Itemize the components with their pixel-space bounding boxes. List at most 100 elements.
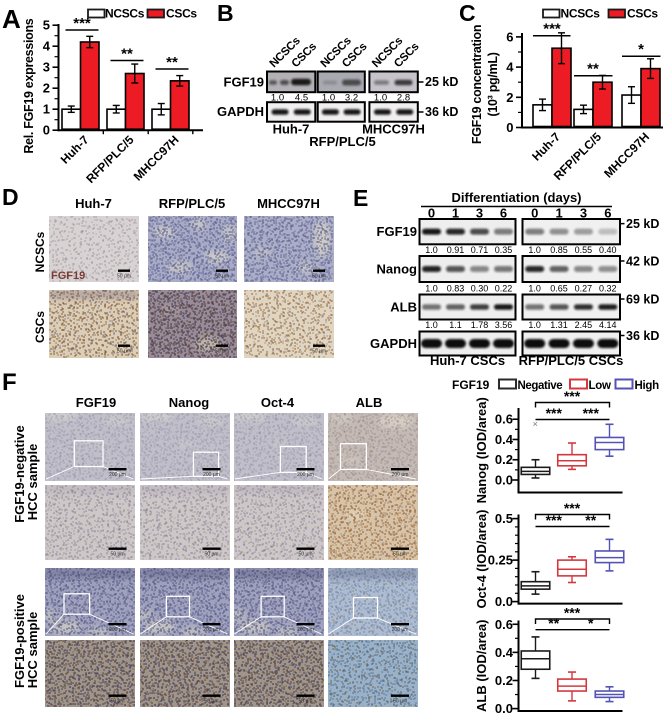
svg-text:***: *** [546, 512, 563, 528]
svg-text:0.85: 0.85 [550, 245, 568, 255]
svg-text:MHCC97H: MHCC97H [362, 122, 425, 137]
svg-text:Low: Low [589, 380, 611, 392]
svg-text:50 µm: 50 µm [312, 274, 326, 280]
svg-text:50 µm: 50 µm [111, 552, 125, 558]
svg-text:1.78: 1.78 [471, 320, 489, 330]
svg-text:50 µm: 50 µm [117, 274, 131, 280]
svg-text:(10³ pg/mL): (10³ pg/mL) [486, 52, 500, 116]
svg-text:200 µm: 200 µm [392, 472, 409, 478]
svg-text:1: 1 [452, 206, 459, 221]
svg-text:2.8: 2.8 [397, 93, 410, 104]
svg-text:50 µm: 50 µm [299, 552, 313, 558]
svg-text:1.0: 1.0 [425, 245, 438, 255]
svg-text:200 µm: 200 µm [297, 472, 314, 478]
svg-text:0.35: 0.35 [495, 245, 513, 255]
svg-text:NCSCs: NCSCs [105, 7, 145, 21]
svg-text:RFP/PLC/5: RFP/PLC/5 [159, 196, 225, 211]
svg-text:HCC sample: HCC sample [25, 612, 40, 689]
svg-text:4: 4 [43, 39, 51, 54]
svg-text:Huh-7: Huh-7 [58, 132, 92, 166]
svg-text:ALB: ALB [356, 395, 383, 410]
svg-text:FGF19: FGF19 [452, 378, 490, 392]
svg-text:36 kD: 36 kD [626, 329, 659, 343]
svg-text:0.65: 0.65 [550, 284, 568, 294]
svg-text:3.2: 3.2 [345, 93, 358, 104]
svg-text:3.56: 3.56 [495, 320, 513, 330]
svg-text:2.45: 2.45 [575, 320, 593, 330]
svg-text:4.14: 4.14 [599, 320, 617, 330]
svg-text:1: 1 [555, 206, 562, 221]
svg-text:RFP/PLC/5: RFP/PLC/5 [309, 134, 375, 149]
svg-text:3: 3 [43, 60, 50, 75]
svg-text:200 µm: 200 µm [203, 627, 220, 633]
svg-text:CSCs: CSCs [627, 7, 658, 21]
svg-text:NCSCs: NCSCs [33, 231, 47, 272]
svg-text:FGF19: FGF19 [76, 395, 116, 410]
svg-text:***: *** [543, 21, 561, 38]
svg-text:0.40: 0.40 [599, 245, 617, 255]
svg-text:5: 5 [43, 18, 50, 33]
svg-text:1.0: 1.0 [374, 93, 387, 104]
svg-text:0.2: 0.2 [495, 673, 513, 688]
svg-text:MHCC97H: MHCC97H [257, 196, 320, 211]
svg-text:***: *** [546, 405, 563, 421]
svg-text:69 kD: 69 kD [626, 293, 659, 307]
svg-text:ALB: ALB [390, 300, 417, 315]
svg-text:0.30: 0.30 [471, 284, 489, 294]
svg-text:0.6: 0.6 [495, 617, 513, 632]
svg-text:0.25: 0.25 [488, 553, 513, 568]
svg-text:Oct-4: Oct-4 [261, 395, 295, 410]
svg-text:CSCs: CSCs [166, 7, 197, 21]
svg-text:1: 1 [43, 102, 50, 117]
svg-text:***: *** [583, 405, 600, 421]
svg-text:1.0: 1.0 [528, 245, 541, 255]
svg-text:25 kD: 25 kD [425, 75, 458, 89]
svg-text:**: ** [121, 46, 133, 63]
svg-text:3: 3 [580, 206, 587, 221]
svg-text:25 kD: 25 kD [626, 217, 659, 231]
svg-text:1.1: 1.1 [449, 320, 462, 330]
svg-text:50 µm: 50 µm [299, 699, 313, 705]
svg-text:0.2: 0.2 [495, 452, 513, 467]
svg-text:MHCC97H: MHCC97H [131, 133, 182, 184]
svg-text:0.4: 0.4 [495, 645, 514, 660]
svg-text:FGF19: FGF19 [224, 75, 264, 90]
svg-text:***: *** [564, 605, 581, 621]
svg-text:42 kD: 42 kD [626, 255, 659, 269]
svg-text:CSCs: CSCs [33, 311, 47, 343]
svg-text:**: ** [166, 54, 178, 71]
svg-text:***: *** [564, 500, 581, 516]
svg-text:2: 2 [43, 81, 50, 96]
svg-text:GAPDH: GAPDH [370, 336, 417, 351]
svg-text:Huh-7 CSCs: Huh-7 CSCs [430, 353, 505, 368]
svg-text:**: ** [548, 615, 559, 631]
svg-text:0.91: 0.91 [447, 245, 465, 255]
svg-text:**: ** [585, 512, 596, 528]
svg-text:×: × [533, 419, 538, 429]
svg-text:0.0: 0.0 [495, 701, 513, 714]
svg-text:0.0: 0.0 [495, 473, 513, 488]
svg-text:1.31: 1.31 [550, 320, 568, 330]
svg-text:GAPDH: GAPDH [217, 104, 264, 119]
svg-text:0.5: 0.5 [495, 511, 513, 526]
svg-text:50 µm: 50 µm [205, 552, 219, 558]
svg-text:C: C [459, 0, 476, 26]
svg-text:0.55: 0.55 [575, 245, 593, 255]
svg-text:**: ** [587, 61, 599, 78]
svg-text:Nanog: Nanog [377, 262, 418, 277]
svg-text:ALB (IOD/area): ALB (IOD/area) [474, 620, 489, 712]
svg-text:0.0: 0.0 [495, 594, 513, 609]
svg-text:200 µm: 200 µm [297, 627, 314, 633]
svg-text:Nanog (IOD/area): Nanog (IOD/area) [474, 397, 489, 503]
svg-text:50 µm: 50 µm [205, 699, 219, 705]
svg-text:FGF19 concentration: FGF19 concentration [470, 25, 484, 144]
svg-text:***: *** [564, 388, 581, 404]
svg-text:0: 0 [531, 206, 538, 221]
svg-text:F: F [2, 369, 17, 396]
svg-text:Oct-4 (IOD/area): Oct-4 (IOD/area) [474, 510, 489, 609]
svg-text:0: 0 [428, 206, 435, 221]
svg-text:***: *** [73, 15, 91, 32]
svg-text:D: D [2, 184, 19, 210]
svg-text:0.22: 0.22 [495, 284, 513, 294]
svg-text:1.0: 1.0 [271, 93, 284, 104]
